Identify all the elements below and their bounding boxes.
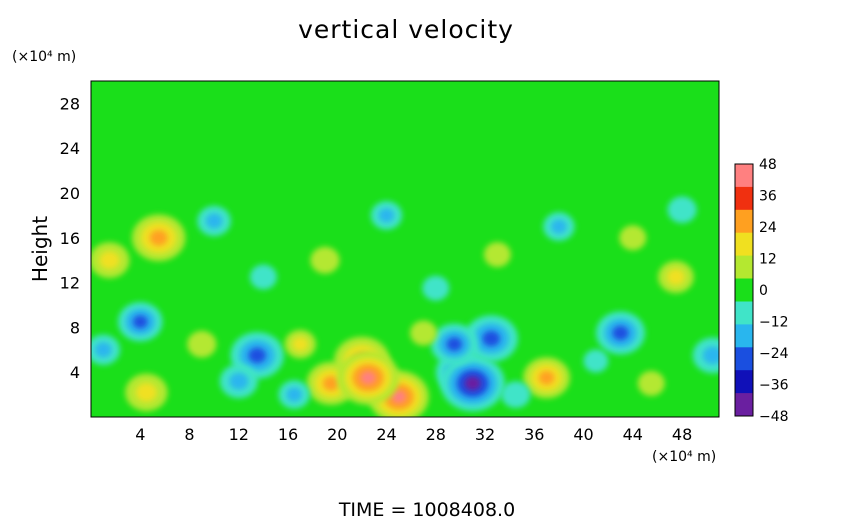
x-tick-labels: 4 8 12 16 20 24 28 32 36 40 44 48 [135, 425, 692, 444]
colorbar-cell [735, 209, 753, 234]
colorbar-cell [735, 278, 753, 302]
y-unit-label: (×10⁴ m) [12, 49, 76, 65]
plot-frame [90, 80, 720, 418]
velocity-blob [378, 208, 395, 223]
velocity-blob [538, 370, 555, 385]
colorbar-tick-label: −12 [759, 315, 789, 331]
colorbar-tick-label: 24 [759, 220, 777, 236]
x-tick-label: 28 [426, 425, 446, 444]
colorbar-cell [735, 186, 753, 211]
velocity-blob [410, 320, 437, 346]
velocity-blob [249, 264, 277, 290]
velocity-blob [391, 390, 407, 404]
velocity-blob [482, 330, 501, 347]
x-tick-label: 20 [327, 425, 347, 444]
colorbar-tick-label: 36 [759, 189, 777, 205]
velocity-blob [94, 342, 112, 358]
colorbar-tick-label: 0 [759, 283, 768, 299]
velocity-blob [205, 213, 223, 229]
velocity-blob [483, 242, 511, 268]
x-unit-label: (×10⁴ m) [652, 449, 716, 465]
x-tick-label: 48 [672, 425, 692, 444]
velocity-blob [248, 347, 267, 364]
y-tick-label: 20 [60, 184, 80, 203]
velocity-blob [619, 225, 647, 251]
colorbar-cell [735, 324, 753, 348]
velocity-blob [292, 337, 309, 352]
colorbar-cell [735, 232, 753, 257]
y-tick-label: 8 [70, 318, 80, 337]
x-tick-label: 8 [184, 425, 194, 444]
colorbar-tick-labels: 48 36 24 12 0 −12 −24 −36 −48 [759, 157, 789, 425]
velocity-blob [702, 346, 719, 365]
colorbar-tick-label: −36 [759, 378, 789, 394]
velocity-blob [310, 246, 340, 274]
colorbar-cell [735, 164, 753, 188]
colorbar-cell [735, 347, 753, 371]
velocity-blob [132, 315, 148, 329]
colorbar-tick-label: 48 [759, 157, 777, 173]
velocity-blob [322, 376, 340, 391]
velocity-blob [360, 371, 376, 385]
colorbar-tick-label: −48 [759, 409, 789, 425]
colorbar: 48 36 24 12 0 −12 −24 −36 −48 [734, 157, 789, 425]
velocity-blob [612, 325, 629, 341]
x-tick-label: 4 [135, 425, 145, 444]
velocity-blob [229, 372, 249, 390]
colorbar-tick-label: 12 [759, 252, 777, 268]
velocity-blob [637, 370, 665, 396]
velocity-blob [551, 219, 567, 234]
velocity-blob [667, 196, 697, 224]
velocity-blob [667, 268, 685, 286]
y-axis-label: Height [28, 216, 52, 282]
plot-area [90, 80, 720, 418]
x-tick-label: 16 [278, 425, 298, 444]
plot-background [91, 81, 719, 417]
colorbar-cell [735, 301, 753, 325]
velocity-blob [422, 275, 450, 301]
x-tick-label: 44 [623, 425, 643, 444]
y-tick-labels: 4 8 12 16 20 24 28 [60, 94, 80, 382]
chart-title: vertical velocity [298, 15, 514, 44]
velocity-blob [583, 349, 609, 373]
time-label: TIME = 1008408.0 [338, 499, 515, 519]
colorbar-frame [734, 163, 754, 417]
colorbar-cell [735, 393, 753, 417]
x-tick-label: 40 [573, 425, 593, 444]
velocity-blob [501, 381, 531, 408]
velocity-blob [446, 337, 463, 352]
velocity-blob [135, 383, 157, 402]
velocity-field [91, 196, 719, 417]
velocity-blob [99, 251, 120, 270]
y-tick-label: 12 [60, 274, 80, 293]
velocity-blob [286, 387, 303, 402]
y-tick-label: 28 [60, 94, 80, 113]
colorbar-cell [735, 255, 753, 279]
velocity-blob [187, 330, 217, 358]
x-tick-label: 36 [524, 425, 544, 444]
colorbar-cells [735, 164, 753, 417]
y-tick-label: 4 [70, 363, 80, 382]
x-tick-label: 24 [376, 425, 396, 444]
y-tick-label: 24 [60, 139, 80, 158]
x-tick-label: 12 [229, 425, 249, 444]
velocity-blob [149, 230, 168, 246]
velocity-blob [464, 376, 481, 391]
x-tick-label: 32 [475, 425, 495, 444]
colorbar-tick-label: −24 [759, 346, 789, 362]
y-tick-label: 16 [60, 229, 80, 248]
colorbar-cell [735, 370, 753, 394]
